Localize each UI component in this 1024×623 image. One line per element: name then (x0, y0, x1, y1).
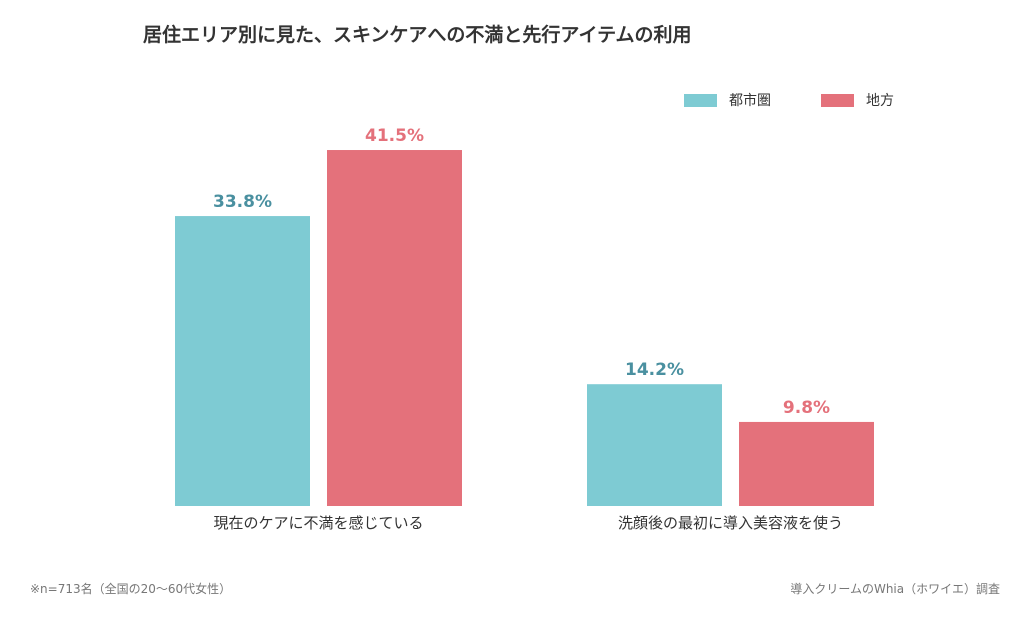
category-label-2: 洗顔後の最初に導入美容液を使う (618, 514, 843, 532)
legend-item-rural: 地方 (821, 90, 894, 110)
data-label-rural-1: 41.5% (365, 126, 424, 146)
legend-swatch-urban (684, 93, 717, 107)
category-label-1: 現在のケアに不満を感じている (213, 514, 423, 532)
bar-rural-1 (327, 150, 462, 506)
bar-rural-2 (739, 421, 874, 506)
source-note: 導入クリームのWhia（ホワイエ）調査 (790, 582, 1000, 596)
legend-label-rural: 地方 (866, 93, 894, 109)
footnote: ※n=713名（全国の20〜60代女性） (30, 582, 232, 596)
chart-title: 居住エリア別に見た、スキンケアへの不満と先行アイテムの利用 (143, 24, 692, 46)
data-label-urban-2: 14.2% (625, 360, 684, 380)
bar-urban-1 (175, 216, 310, 506)
bar-chart: 33.8% 41.5% 現在のケアに不満を感じている 14.2% 9.8% 洗顔後の最初に… (175, 126, 874, 532)
data-label-urban-1: 33.8% (213, 192, 272, 212)
legend-swatch-rural (821, 93, 854, 107)
data-label-rural-2: 9.8% (783, 398, 830, 418)
legend-label-urban: 都市圏 (729, 93, 771, 109)
legend-item-urban: 都市圏 (684, 90, 771, 110)
legend: 都市圏 地方 (684, 90, 894, 110)
bar-urban-2 (587, 384, 722, 506)
